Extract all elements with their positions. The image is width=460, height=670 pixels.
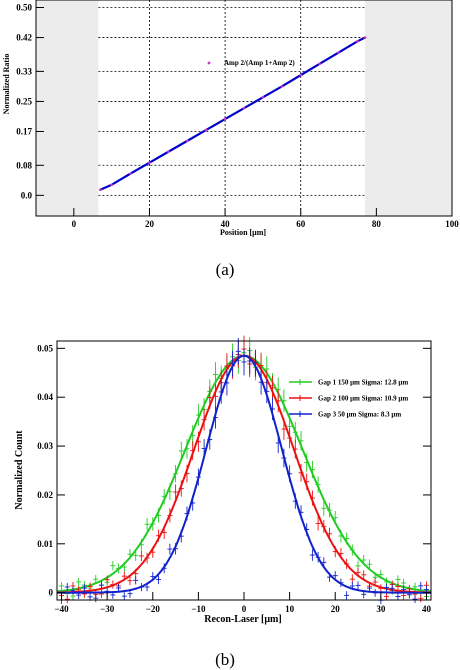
chart-b-xtick-label-2: −20 [146,604,161,614]
chart-a-point-4 [167,150,170,154]
chart-a-xtick-label-2: 40 [221,219,231,229]
chart-b-xtick-label-6: 20 [331,604,341,614]
chart-b-caption: (b) [215,650,235,669]
chart-b-legend-label-0: Gap 1 150 μm Sigma: 12.8 μm [318,379,408,387]
chart-b-y-axis-label: Normalized Count [14,430,25,510]
chart-a-series-line-0 [99,36,366,191]
chart-a-point-8 [242,106,246,110]
chart-b-fit-curve-1 [56,354,432,594]
chart-a-series [98,36,367,192]
chart-a-xtick-label-4: 80 [372,219,382,229]
chart-b-xtick-label-5: 10 [285,604,295,614]
chart-a-shaded-region-1 [365,0,452,216]
chart-b-xtick-label-7: 30 [376,604,386,614]
chart-a-ytick-label-0: 0.0 [21,190,33,200]
chart-a-legend-label: Amp 2/(Amp 1+Amp 2) [224,59,295,67]
chart-a-xtick-label-3: 60 [296,219,306,229]
chart-b-xtick-label-3: −10 [191,604,206,614]
chart-a-ytick-label-4: 0.33 [16,66,32,76]
chart-a-y-axis-label: Normalized Ratio [2,54,11,115]
chart-a-point-15 [363,36,367,39]
chart-b-xtick-label-8: 40 [422,604,432,614]
chart-a-point-3 [148,161,151,164]
chart-a-point-14 [356,40,359,43]
chart-a-ticks: 0.0 0.08 0.17 0.25 0.33 0.42 0.50 0 20 40 60 80 100 [16,3,459,229]
chart-b-xtick-label-0: −40 [54,604,69,614]
chart-a-point-7 [223,117,227,121]
chart-a-point-0 [98,188,102,192]
chart-a-point-10 [280,85,284,88]
chart-a-frame [35,0,453,217]
chart-a-point-1 [110,183,113,187]
chart-a-point-2 [129,172,132,175]
chart-a-point-13 [337,51,340,54]
chart-b-xtick-label-4: 0 [242,604,247,614]
chart-a-grid [98,0,366,216]
chart-b-ytick-label-2: 0.02 [37,490,53,500]
chart-a-point-9 [261,95,265,99]
chart-a-ytick-label-1: 0.08 [16,160,32,170]
chart-a: 0.00.080.170.250.330.420.500 20 40 60 80 100 … [2,0,459,279]
chart-a-x-axis-label: Position [μm] [220,228,266,237]
chart-b: 0 0.01 0.02 0.03 0.04 0.05 −40 −30 −20 −10 0 10 20 30… [14,335,432,669]
chart-a-ytick-label-6: 0.50 [16,3,32,13]
chart-a-legend-marker [207,61,211,65]
chart-b-fit-curve-0 [56,354,432,593]
chart-a-ytick-label-5: 0.42 [16,33,32,43]
chart-b-legend-label-2: Gap 3 50 μm Sigma: 8.3 μm [318,411,401,419]
chart-b-xtick-label-1: −30 [100,604,115,614]
chart-a-ytick-label-3: 0.25 [16,96,32,106]
chart-b-ytick-label-4: 0.04 [37,392,53,402]
chart-a-legend: Amp 2/(Amp 1+Amp 2) [207,59,295,67]
chart-b-ytick-label-5: 0.05 [37,343,53,353]
chart-a-caption: (a) [216,260,235,279]
chart-b-legend-label-1: Gap 2 100 μm Sigma: 10.9 μm [318,395,408,403]
chart-b-x-axis-label: Recon-Laser [μm] [204,614,281,625]
chart-b-ytick-label-3: 0.03 [37,441,53,451]
chart-b-ytick-label-1: 0.01 [37,539,53,549]
chart-b-series [56,335,432,605]
chart-a-point-12 [318,62,321,66]
chart-b-fit-curve-2 [57,354,431,594]
chart-a-xtick-label-5: 100 [445,219,459,229]
chart-a-point-11 [299,73,303,77]
chart-a-xtick-label-0: 0 [72,219,77,229]
chart-a-ytick-label-2: 0.17 [16,126,32,136]
chart-b-ytick-label-0: 0 [49,588,54,598]
chart-a-shaded-regions [36,0,452,216]
chart-a-point-5 [185,139,189,143]
chart-b-ticks: 0 0.01 0.02 0.03 0.04 0.05 −40 −30 −20 −10 0 10 20 30… [37,343,431,614]
chart-b-legend: Gap 1 150 μm Sigma: 12.8 μm Gap 2 100 μm … [289,379,408,419]
chart-a-point-6 [204,128,208,132]
chart-a-xtick-label-1: 20 [145,219,155,229]
chart-a-shaded-region-0 [36,0,99,216]
